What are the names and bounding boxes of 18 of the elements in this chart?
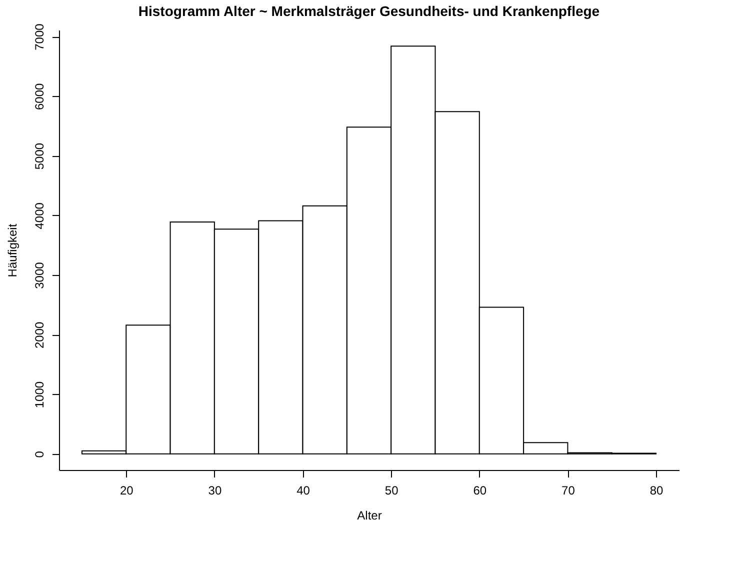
y-tick-label: 5000 <box>32 142 46 170</box>
x-tick-label: 40 <box>296 484 310 498</box>
y-tick-label: 3000 <box>32 262 46 289</box>
y-tick-label: 2000 <box>32 321 46 349</box>
y-tick-label: 7000 <box>32 23 46 50</box>
y-tick-label: 0 <box>32 450 46 458</box>
x-tick-label: 50 <box>384 484 399 498</box>
y-axis-title: Häufigkeit <box>6 223 20 278</box>
y-tick-label: 4000 <box>32 202 46 230</box>
x-tick-label: 20 <box>120 484 134 498</box>
x-tick-label: 60 <box>473 484 487 498</box>
y-tick-label: 6000 <box>32 83 46 110</box>
x-tick-label: 80 <box>650 484 664 498</box>
x-tick-label: 70 <box>562 484 576 498</box>
x-axis-title: Alter <box>357 508 382 522</box>
y-tick-label: 1000 <box>32 381 46 408</box>
chart-title: Histogramm Alter ~ Merkmalsträger Gesundheits- und Krankenpflege <box>138 3 600 20</box>
x-tick-label: 30 <box>208 484 222 498</box>
